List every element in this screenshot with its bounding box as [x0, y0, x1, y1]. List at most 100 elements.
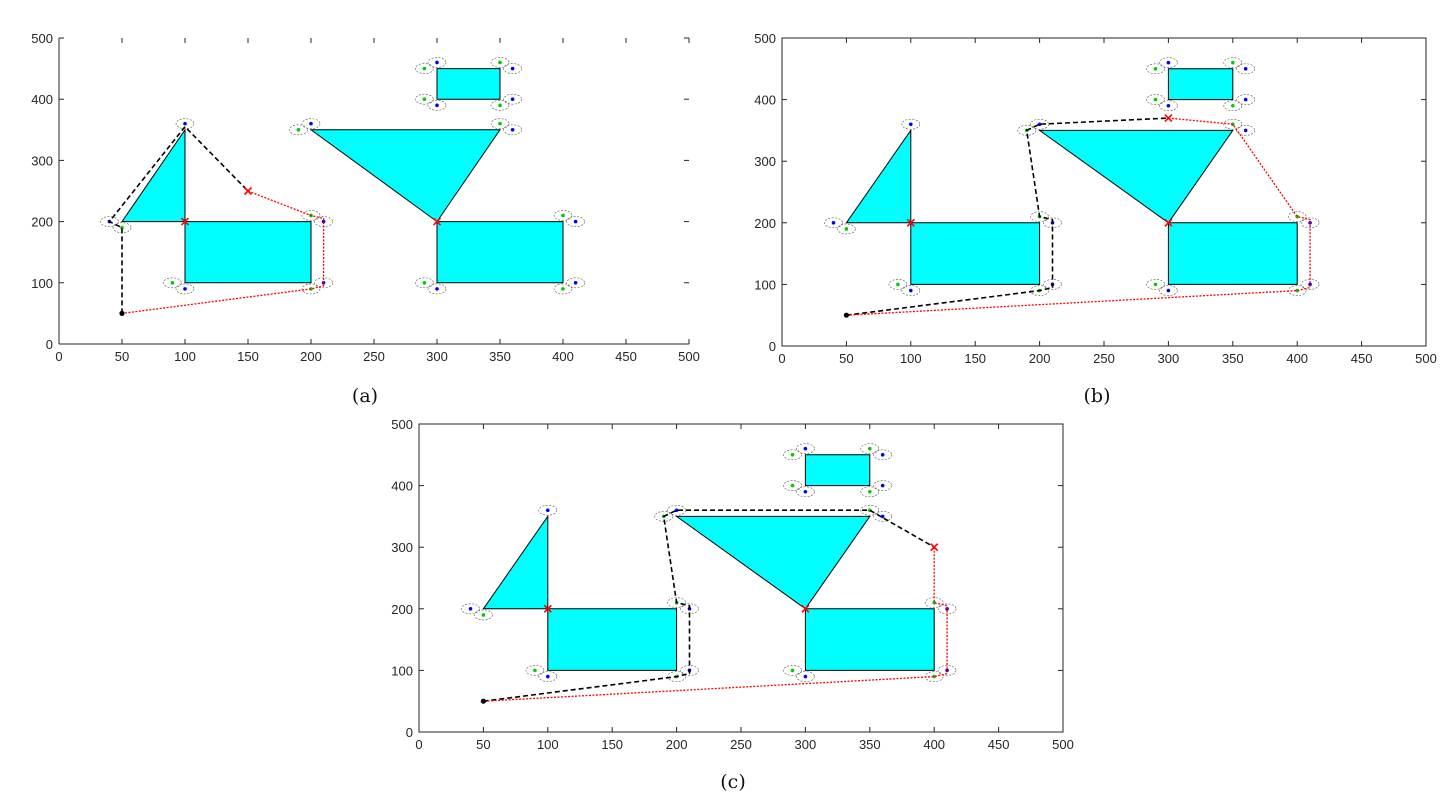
chart-panel-b: 0 50 100 150 200 250 300 350 400 450 500 0 100 200 300…	[754, 31, 1437, 407]
vertex-circle	[901, 118, 921, 130]
vertex-point	[510, 66, 515, 71]
vertex-circle	[503, 124, 522, 136]
vertex-point	[573, 219, 578, 224]
vertex-circle	[301, 118, 321, 129]
vertex-circle	[796, 671, 815, 682]
vertex-point	[309, 121, 313, 126]
vertex-point	[880, 514, 885, 519]
obstacle-rect-5	[1167, 68, 1234, 101]
path-black-dashed	[846, 117, 1169, 316]
vertex-circle	[1159, 285, 1178, 296]
vertex-circle	[873, 449, 892, 461]
x-tick-label: 450	[1351, 351, 1373, 366]
vertex-point	[533, 668, 537, 673]
vertex-point	[868, 489, 872, 494]
vertex-circle	[427, 100, 447, 111]
vertex-circle	[860, 443, 880, 454]
y-tick-label: 200	[754, 216, 776, 231]
chart-panel-a: 0 50 100 150 200 250 300 350 400 450 500 0 100 200 300…	[31, 31, 700, 407]
obstacle-triangle-1	[121, 128, 186, 223]
obstacle-rect-2	[184, 221, 312, 284]
vertex-circle	[175, 283, 195, 295]
obstacle-rect-4	[1167, 222, 1298, 285]
y-tick-label: 100	[754, 277, 776, 292]
obstacle-rect-4	[436, 221, 564, 284]
cross-marker	[543, 604, 552, 613]
y-tick-label: 200	[31, 215, 53, 230]
vertex-point	[1153, 67, 1158, 71]
x-tick-label: 50	[476, 737, 490, 752]
vertex-circle	[1159, 100, 1178, 112]
vertex-circle	[837, 223, 856, 235]
vertex-circle	[553, 283, 573, 295]
vertex-circle	[100, 216, 119, 227]
x-tick-label: 100	[174, 349, 196, 364]
vertex-point	[880, 453, 885, 457]
vertex-circle	[415, 93, 434, 105]
vertex-circle	[901, 285, 921, 296]
obstacle-triangle-3	[1038, 129, 1234, 224]
obstacle-rect-5	[436, 68, 501, 100]
y-tick-label: 500	[754, 31, 776, 46]
x-tick-label: 200	[300, 349, 322, 364]
vertex-circle	[538, 504, 558, 516]
obstacle-triangle-1	[845, 128, 912, 224]
vertex-point	[909, 122, 913, 127]
vertex-circle	[860, 486, 880, 498]
panel-caption: (b)	[1084, 385, 1111, 407]
vertex-point	[435, 60, 439, 65]
y-tick-label: 0	[769, 339, 776, 354]
vertex-circle	[1223, 57, 1243, 68]
vertex-circle	[1159, 57, 1178, 68]
x-tick-label: 300	[795, 737, 817, 752]
vertex-point	[674, 508, 679, 513]
vertex-circle	[490, 118, 510, 129]
x-tick-label: 300	[426, 349, 448, 364]
vertex-point	[1243, 128, 1248, 133]
vertex-point	[170, 281, 175, 285]
vertex-circle	[1223, 100, 1243, 112]
y-tick-label: 300	[31, 153, 53, 168]
vertex-circle	[427, 283, 447, 295]
x-tick-label: 500	[1052, 737, 1074, 752]
vertex-circle	[1146, 94, 1165, 105]
x-tick-label: 150	[237, 349, 259, 364]
path-black-dashed	[108, 125, 249, 314]
x-tick-label: 0	[778, 351, 785, 366]
vertex-circle	[461, 603, 480, 615]
obstacle-rect-2	[910, 222, 1041, 285]
y-tick-label: 300	[754, 154, 776, 169]
vertex-point	[510, 97, 515, 101]
x-tick-label: 250	[730, 737, 752, 752]
y-tick-label: 400	[31, 92, 53, 107]
path-red-dotted	[121, 190, 325, 315]
vertex-circle	[427, 57, 447, 68]
x-tick-label: 250	[363, 349, 385, 364]
vertex-point	[1243, 97, 1248, 102]
x-tick-label: 0	[55, 349, 62, 364]
y-tick-label: 100	[391, 663, 413, 678]
vertex-circle	[1223, 118, 1243, 130]
cross-marker	[1164, 218, 1173, 227]
y-tick-label: 500	[31, 31, 53, 46]
y-tick-label: 400	[391, 479, 413, 494]
vertex-circle	[783, 480, 802, 491]
vertex-circle	[1030, 285, 1049, 296]
obstacle-rect-4	[804, 608, 935, 671]
y-tick-label: 100	[31, 276, 53, 291]
cross-marker	[243, 186, 253, 196]
vertex-point	[1231, 103, 1235, 108]
vertex-circle	[888, 279, 908, 290]
x-tick-label: 400	[923, 737, 945, 752]
x-tick-label: 500	[1415, 351, 1437, 366]
y-tick-label: 0	[406, 725, 413, 740]
vertex-point	[790, 668, 795, 673]
vertex-point	[546, 508, 550, 513]
x-tick-label: 250	[1093, 351, 1115, 366]
start-point	[480, 698, 486, 704]
x-tick-label: 150	[601, 737, 623, 752]
vertex-point	[468, 607, 473, 611]
vertex-point	[510, 128, 515, 132]
vertex-point	[309, 287, 313, 291]
cross-marker	[801, 604, 810, 613]
